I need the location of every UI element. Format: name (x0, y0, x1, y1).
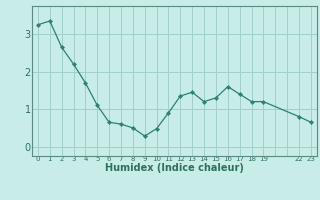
X-axis label: Humidex (Indice chaleur): Humidex (Indice chaleur) (105, 163, 244, 173)
